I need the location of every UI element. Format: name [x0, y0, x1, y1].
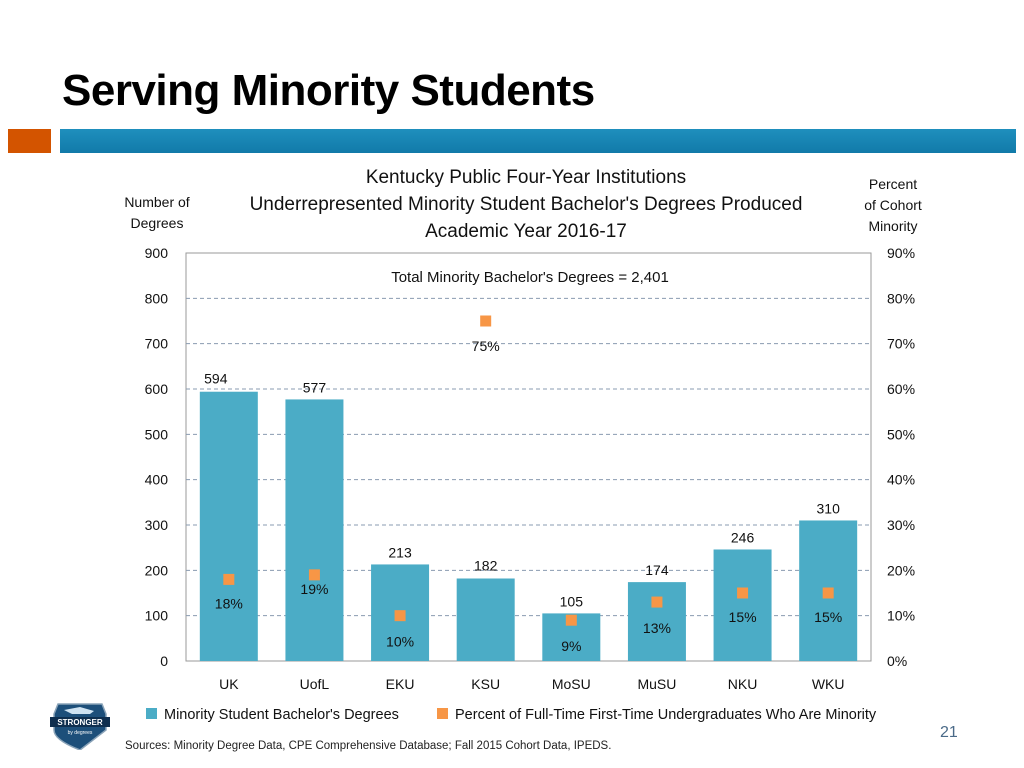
- y-right-tick-label: 60%: [887, 381, 915, 397]
- y-left-tick-label: 0: [160, 653, 168, 669]
- percent-value-label: 15%: [814, 609, 842, 625]
- y-left-tick-label: 900: [145, 245, 169, 261]
- percent-marker: [308, 569, 320, 581]
- page-number: 21: [940, 724, 958, 741]
- y-right-tick-label: 10%: [887, 608, 915, 624]
- percent-marker: [223, 573, 235, 585]
- y-left-tick-label: 200: [145, 562, 169, 578]
- bar: [285, 399, 344, 661]
- percent-marker: [394, 610, 406, 622]
- y-right-tick-label: 30%: [887, 517, 915, 533]
- y-left-tick-label: 600: [145, 381, 169, 397]
- bar-value-label: 213: [388, 544, 412, 560]
- x-category-label: KSU: [471, 676, 500, 692]
- bar-value-label: 246: [731, 529, 755, 545]
- bar-value-label: 182: [474, 557, 498, 573]
- y-left-axis-title-line: Number of: [124, 194, 189, 210]
- y-right-tick-label: 50%: [887, 426, 915, 442]
- percent-marker: [480, 315, 492, 327]
- x-category-label: UK: [219, 676, 239, 692]
- y-right-tick-label: 70%: [887, 336, 915, 352]
- page-title: Serving Minority Students: [62, 66, 595, 115]
- y-right-axis-title-line: of Cohort: [864, 197, 922, 213]
- y-left-tick-label: 500: [145, 426, 169, 442]
- x-category-label: NKU: [728, 676, 758, 692]
- total-annotation: Total Minority Bachelor's Degrees = 2,40…: [391, 269, 669, 286]
- bar-value-label: 105: [560, 593, 584, 609]
- percent-marker: [737, 587, 749, 599]
- y-left-axis-title-line: Degrees: [131, 215, 184, 231]
- sources-note: Sources: Minority Degree Data, CPE Compr…: [125, 740, 612, 752]
- percent-value-label: 75%: [472, 338, 500, 354]
- chart-title-line: Underrepresented Minority Student Bachel…: [250, 194, 803, 215]
- percent-value-label: 15%: [729, 609, 757, 625]
- y-right-tick-label: 80%: [887, 290, 915, 306]
- x-category-label: MoSU: [552, 676, 591, 692]
- plot-frame: [185, 252, 872, 662]
- chart-title-line: Kentucky Public Four-Year Institutions: [366, 167, 686, 188]
- bar-value-label: 174: [645, 562, 669, 578]
- legend-swatch-markers: [437, 708, 448, 719]
- bar: [627, 582, 686, 661]
- y-right-axis-title-line: Minority: [868, 218, 917, 234]
- logo-text: STRONGER: [57, 718, 103, 727]
- accent-square: [8, 129, 51, 153]
- percent-value-label: 13%: [643, 620, 671, 636]
- legend-swatch-bars: [146, 708, 157, 719]
- bar-value-label: 594: [204, 371, 228, 387]
- x-category-label: WKU: [812, 676, 845, 692]
- y-right-tick-label: 20%: [887, 562, 915, 578]
- percent-value-label: 9%: [561, 638, 581, 654]
- percent-value-label: 19%: [300, 581, 328, 597]
- y-right-tick-label: 90%: [887, 245, 915, 261]
- x-category-label: EKU: [386, 676, 415, 692]
- x-category-label: MuSU: [637, 676, 676, 692]
- percent-marker: [565, 614, 577, 626]
- y-right-tick-label: 40%: [887, 472, 915, 488]
- y-left-tick-label: 800: [145, 290, 169, 306]
- logo-subtext: by degrees: [68, 730, 93, 736]
- bar: [456, 578, 515, 661]
- percent-value-label: 18%: [215, 595, 243, 611]
- y-left-tick-label: 300: [145, 517, 169, 533]
- title-bar: [60, 129, 1016, 153]
- legend-label-bars: Minority Student Bachelor's Degrees: [164, 707, 399, 723]
- y-left-tick-label: 700: [145, 336, 169, 352]
- y-right-axis-title-line: Percent: [869, 176, 917, 192]
- bar: [713, 549, 772, 661]
- x-category-label: UofL: [300, 676, 330, 692]
- legend-label-markers: Percent of Full-Time First-Time Undergra…: [455, 707, 877, 723]
- bar-value-label: 577: [303, 379, 327, 395]
- y-left-tick-label: 100: [145, 608, 169, 624]
- stronger-by-degrees-logo: STRONGER by degrees: [50, 703, 110, 750]
- chart-title-line: Academic Year 2016-17: [425, 221, 627, 242]
- y-right-tick-label: 0%: [887, 653, 907, 669]
- percent-marker: [822, 587, 834, 599]
- bar: [199, 391, 258, 661]
- percent-value-label: 10%: [386, 634, 414, 650]
- percent-marker: [651, 596, 663, 608]
- bar-value-label: 310: [817, 500, 841, 516]
- y-left-tick-label: 400: [145, 472, 169, 488]
